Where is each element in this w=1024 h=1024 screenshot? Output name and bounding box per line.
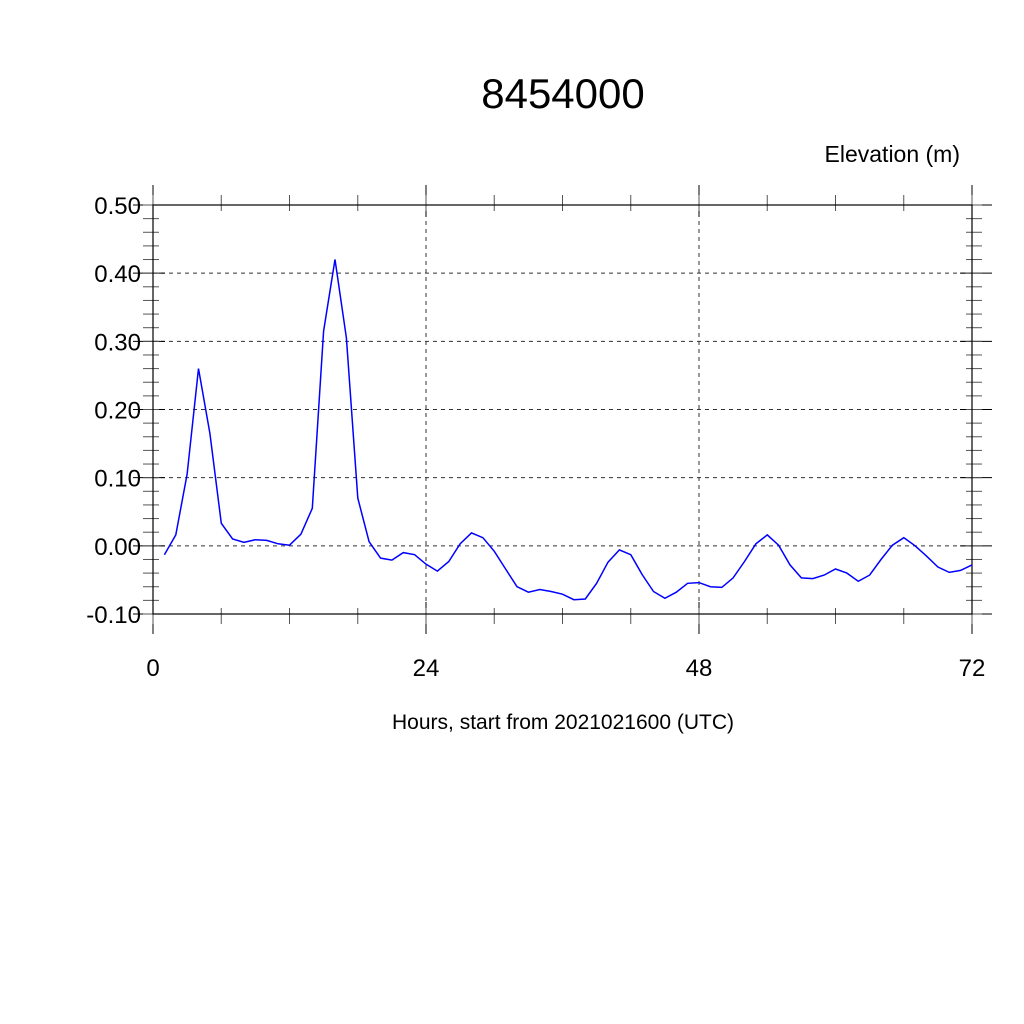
- plot-frame: [152, 204, 973, 615]
- x-axis-label: Hours, start from 2021021600 (UTC): [392, 711, 734, 734]
- y-axis-label: Elevation (m): [825, 141, 960, 167]
- x-tick-label: 48: [686, 655, 713, 682]
- chart-title: 8454000: [481, 70, 645, 117]
- y-tick-label: 0.40: [94, 261, 141, 288]
- y-tick-label: -0.10: [86, 602, 141, 629]
- y-tick-label: 0.50: [94, 193, 141, 220]
- y-tick-label: 0.00: [94, 534, 141, 561]
- x-tick-label: 0: [146, 655, 159, 682]
- tick-labels: -0.10 0.00 0.10 0.20 0.30 0.40 0.50 0 24 48 72: [86, 193, 985, 682]
- x-tick-label: 24: [413, 655, 440, 682]
- grid: [152, 204, 973, 615]
- series-line-elevation: [163, 259, 973, 601]
- x-tick-label: 72: [959, 655, 986, 682]
- y-tick-label: 0.20: [94, 398, 141, 425]
- y-tick-label: 0.30: [94, 329, 141, 356]
- axis-ticks: [133, 185, 992, 634]
- y-tick-label: 0.10: [94, 466, 141, 493]
